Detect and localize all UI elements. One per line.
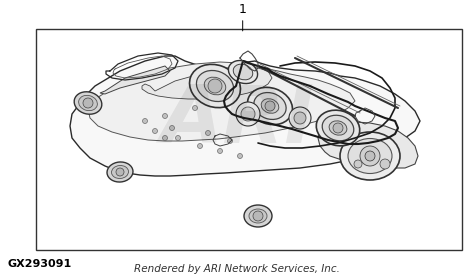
Circle shape	[253, 211, 263, 221]
Circle shape	[192, 105, 198, 110]
Ellipse shape	[228, 60, 257, 84]
Circle shape	[380, 159, 390, 169]
Circle shape	[206, 131, 210, 136]
Circle shape	[366, 142, 374, 150]
Circle shape	[218, 148, 222, 153]
Polygon shape	[318, 122, 418, 168]
Circle shape	[241, 107, 255, 121]
Ellipse shape	[254, 92, 286, 120]
Ellipse shape	[244, 205, 272, 227]
Ellipse shape	[190, 64, 240, 108]
Circle shape	[175, 136, 181, 140]
Polygon shape	[88, 62, 355, 141]
Ellipse shape	[362, 139, 379, 153]
Circle shape	[333, 123, 343, 133]
Ellipse shape	[233, 64, 253, 80]
Circle shape	[236, 102, 260, 126]
Ellipse shape	[322, 115, 354, 141]
Ellipse shape	[357, 136, 383, 156]
Circle shape	[237, 153, 243, 158]
Ellipse shape	[340, 132, 400, 180]
Ellipse shape	[107, 162, 133, 182]
Polygon shape	[142, 66, 272, 99]
Ellipse shape	[79, 95, 97, 111]
Text: 1: 1	[239, 3, 246, 16]
Circle shape	[208, 79, 222, 93]
Circle shape	[265, 101, 275, 111]
Ellipse shape	[316, 110, 360, 146]
Polygon shape	[70, 56, 420, 176]
Circle shape	[83, 98, 93, 108]
Circle shape	[365, 151, 375, 161]
Bar	[36, 29, 462, 250]
Circle shape	[294, 112, 306, 124]
Text: ARI: ARI	[160, 82, 314, 160]
Circle shape	[143, 118, 147, 123]
Circle shape	[289, 107, 311, 129]
Circle shape	[354, 160, 362, 168]
Text: Rendered by ARI Network Services, Inc.: Rendered by ARI Network Services, Inc.	[134, 264, 340, 274]
Ellipse shape	[111, 166, 128, 179]
Ellipse shape	[348, 139, 392, 174]
Ellipse shape	[249, 209, 267, 223]
Ellipse shape	[329, 121, 347, 135]
Ellipse shape	[247, 87, 292, 125]
Circle shape	[360, 146, 380, 166]
Polygon shape	[100, 66, 170, 94]
Ellipse shape	[74, 92, 102, 114]
Circle shape	[170, 126, 174, 131]
Text: GX293091: GX293091	[7, 259, 72, 269]
Ellipse shape	[261, 99, 279, 113]
Circle shape	[228, 139, 233, 144]
Circle shape	[153, 129, 157, 134]
Ellipse shape	[204, 77, 226, 95]
Circle shape	[198, 144, 202, 148]
Ellipse shape	[196, 70, 234, 102]
Circle shape	[163, 113, 167, 118]
Circle shape	[163, 136, 167, 140]
Circle shape	[116, 168, 124, 176]
